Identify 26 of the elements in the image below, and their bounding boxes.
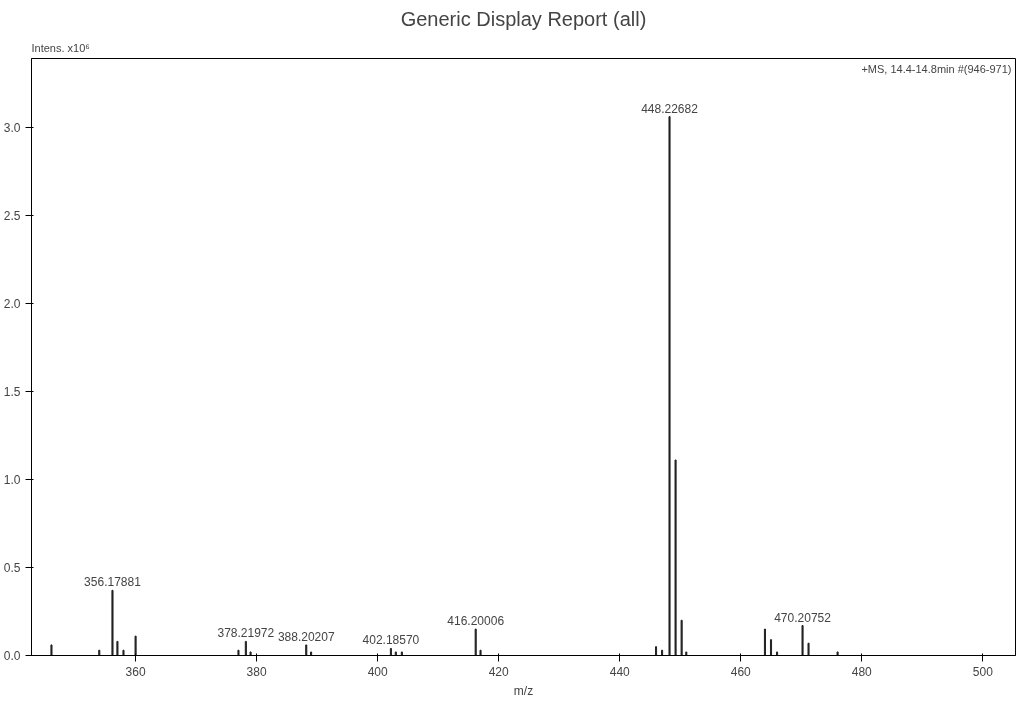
annotation: 416.20006 [447, 614, 505, 629]
y-tick-label: 2.0 [3, 296, 21, 311]
annotation: +MS, 14.4-14.8min #(946-971) [861, 62, 1012, 75]
x-tick-label: 500 [972, 664, 994, 679]
y-tick-label: 2.5 [3, 208, 21, 223]
annotation: 356.17881 [84, 575, 142, 590]
x-tick-label: 440 [609, 664, 631, 679]
y-tick-label: 1.0 [3, 472, 21, 487]
annotation: 388.20207 [277, 629, 335, 644]
x-axis-title: m/z [513, 683, 534, 698]
y-tick-label: 0.5 [3, 560, 21, 575]
x-tick-label: 380 [246, 664, 267, 679]
x-tick-label: 480 [851, 664, 873, 679]
annotation: 470.20752 [774, 610, 832, 625]
y-tick-label: 3.0 [3, 120, 21, 135]
annotation: 448.22682 [641, 101, 699, 116]
x-tick-label: 420 [488, 664, 510, 679]
x-tick-label: 460 [730, 664, 752, 679]
annotation: 402.18570 [362, 633, 420, 648]
y-axis-title: Intens. x10⁶ [31, 41, 90, 54]
x-tick-label: 360 [125, 664, 146, 679]
annotation: 378.21972 [217, 626, 275, 641]
chart-title: Generic Display Report (all) [400, 7, 647, 30]
y-tick-label: 1.5 [3, 384, 21, 399]
x-tick-label: 400 [367, 664, 388, 679]
y-tick-label: 0.0 [3, 649, 21, 663]
